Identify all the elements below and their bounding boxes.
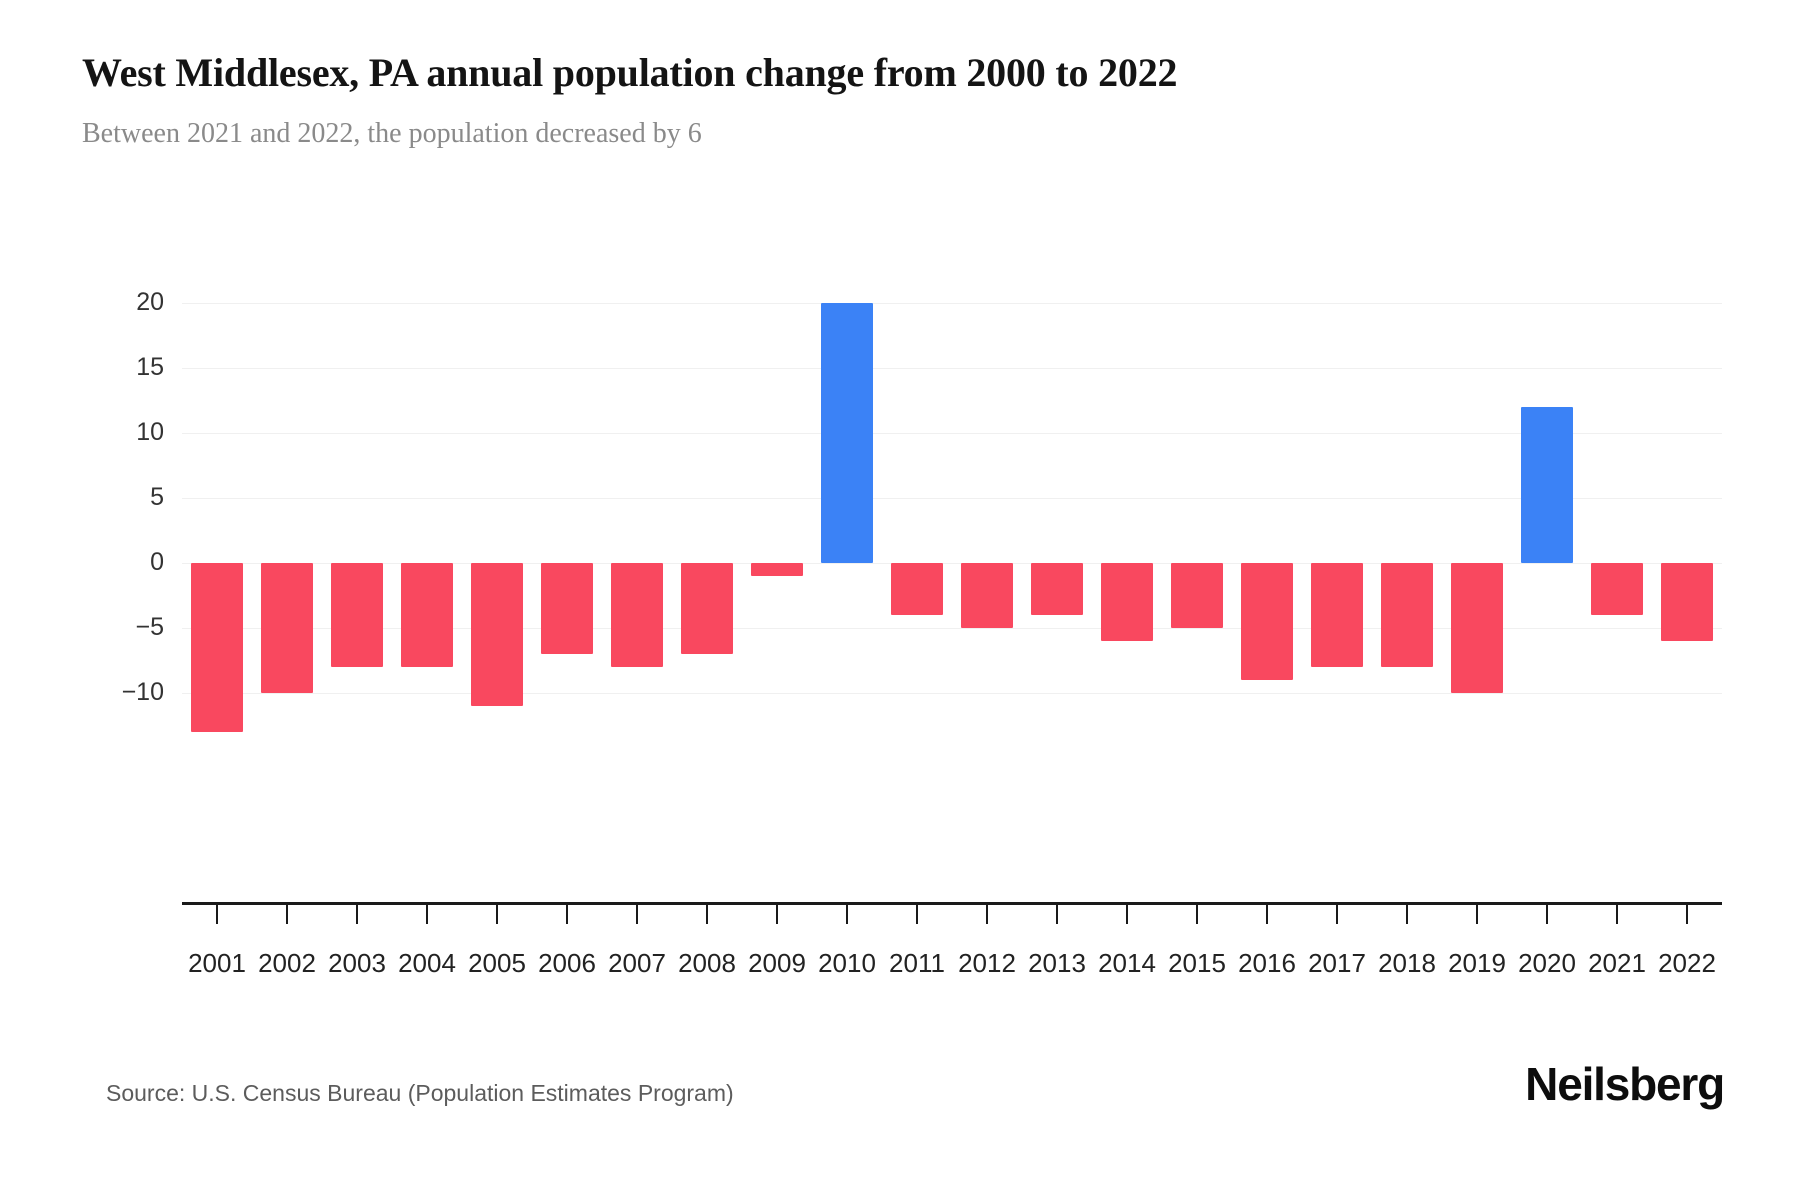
y-axis-tick-label: 10 (136, 418, 164, 446)
x-axis-tick-label-2019: 2019 (1448, 948, 1506, 978)
bar-2003[interactable] (331, 563, 383, 667)
y-axis-tick-label: 15 (136, 353, 164, 381)
bar-2012[interactable] (961, 563, 1013, 628)
bar-2018[interactable] (1381, 563, 1433, 667)
x-axis-tick (1476, 902, 1478, 924)
x-axis-tick-label-2009: 2009 (748, 948, 806, 978)
x-axis-tick-label-2007: 2007 (608, 948, 666, 978)
x-axis-tick-label-2015: 2015 (1168, 948, 1226, 978)
bars-layer (182, 0, 1722, 1200)
chart-subtitle: Between 2021 and 2022, the population de… (82, 118, 702, 149)
bar-2007[interactable] (611, 563, 663, 667)
page-title: West Middlesex, PA annual population cha… (82, 50, 1178, 95)
x-axis-tick (636, 902, 638, 924)
y-axis-tick-label: −10 (121, 678, 164, 706)
bar-2020[interactable] (1521, 407, 1573, 563)
x-axis-tick (356, 902, 358, 924)
x-axis-tick-label-2003: 2003 (328, 948, 386, 978)
x-axis-tick-label-2001: 2001 (188, 948, 246, 978)
x-axis-line (182, 902, 1722, 905)
x-axis-tick-label-2002: 2002 (258, 948, 316, 978)
x-axis-tick (566, 902, 568, 924)
bar-2011[interactable] (891, 563, 943, 615)
bar-2019[interactable] (1451, 563, 1503, 693)
x-axis-tick-label-2013: 2013 (1028, 948, 1086, 978)
x-axis-tick (1196, 902, 1198, 924)
y-axis-tick-label: 5 (150, 483, 164, 511)
gridline (182, 368, 1722, 369)
x-axis-tick (776, 902, 778, 924)
brand-logo: Neilsberg (1525, 1058, 1725, 1110)
source-note: Source: U.S. Census Bureau (Population E… (106, 1080, 734, 1106)
bar-2009[interactable] (751, 563, 803, 576)
bar-2017[interactable] (1311, 563, 1363, 667)
gridlines-layer: 20 15 10 5 0 −5 −10 (122, 290, 1722, 770)
x-axis-tick (1686, 902, 1688, 924)
bar-2004[interactable] (401, 563, 453, 667)
x-axis-tick (706, 902, 708, 924)
bar-2021[interactable] (1591, 563, 1643, 615)
y-axis-tick-label: −5 (135, 613, 164, 641)
bar-2016[interactable] (1241, 563, 1293, 680)
x-axis-tick-label-2018: 2018 (1378, 948, 1436, 978)
x-axis-tick-label-2011: 2011 (889, 948, 945, 978)
x-axis-tick-label-2020: 2020 (1518, 948, 1576, 978)
x-axis-tick (1406, 902, 1408, 924)
x-axis-tick (286, 902, 288, 924)
bar-2001[interactable] (191, 563, 243, 732)
x-axis-tick-label-2006: 2006 (538, 948, 596, 978)
x-axis-tick (846, 902, 848, 924)
gridline (182, 303, 1722, 304)
chart-header: West Middlesex, PA annual population cha… (82, 48, 1722, 152)
x-axis-tick-label-2004: 2004 (398, 948, 456, 978)
x-axis-tick-label-2005: 2005 (468, 948, 526, 978)
gridline (182, 693, 1722, 694)
x-axis-tick (1546, 902, 1548, 924)
y-axis-tick-label: 20 (136, 288, 164, 316)
x-axis-tick (1616, 902, 1618, 924)
gridline (182, 433, 1722, 434)
bar-2005[interactable] (471, 563, 523, 706)
x-axis-tick (216, 902, 218, 924)
y-axis-tick-label: 0 (150, 548, 164, 576)
bar-2006[interactable] (541, 563, 593, 654)
bar-2002[interactable] (261, 563, 313, 693)
x-axis-tick-label-2014: 2014 (1098, 948, 1156, 978)
bar-2022[interactable] (1661, 563, 1713, 641)
gridline (182, 563, 1722, 564)
x-axis-tick-label-2021: 2021 (1588, 948, 1646, 978)
x-axis-tick-label-2016: 2016 (1238, 948, 1296, 978)
x-axis-tick-label-2008: 2008 (678, 948, 736, 978)
gridline (182, 498, 1722, 499)
x-axis-tick-label-2022: 2022 (1658, 948, 1716, 978)
bar-2014[interactable] (1101, 563, 1153, 641)
bar-2013[interactable] (1031, 563, 1083, 615)
x-axis-tick (1056, 902, 1058, 924)
bar-2008[interactable] (681, 563, 733, 654)
x-axis-tick-label-2012: 2012 (958, 948, 1016, 978)
x-axis-tick (496, 902, 498, 924)
x-axis-tick (986, 902, 988, 924)
x-axis-tick (1126, 902, 1128, 924)
x-axis-tick-label-2010: 2010 (818, 948, 876, 978)
x-axis-tick (1266, 902, 1268, 924)
x-axis-tick (1336, 902, 1338, 924)
x-axis-tick (426, 902, 428, 924)
bar-2010[interactable] (821, 303, 873, 563)
bar-2015[interactable] (1171, 563, 1223, 628)
gridline (182, 628, 1722, 629)
x-axis-tick (916, 902, 918, 924)
x-axis-tick-label-2017: 2017 (1308, 948, 1366, 978)
